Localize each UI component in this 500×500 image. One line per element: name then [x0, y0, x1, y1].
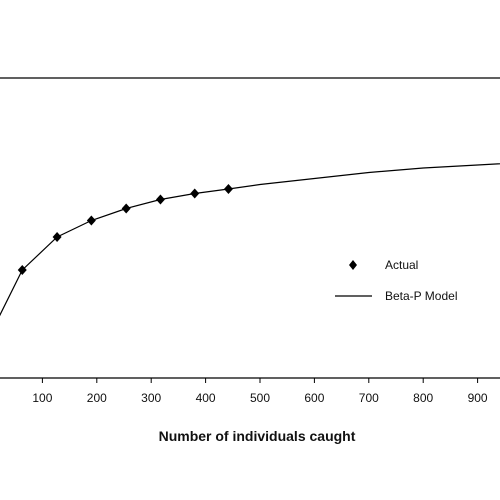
data-point-actual: [155, 194, 165, 205]
data-point-actual: [121, 203, 131, 214]
data-point-actual: [190, 188, 200, 199]
legend: Actual Beta-P Model: [335, 258, 458, 303]
legend-marker-actual: [349, 260, 357, 270]
x-tick-label: 400: [196, 391, 216, 405]
x-tick-label: 700: [359, 391, 379, 405]
series-line-beta-p-model: [0, 163, 500, 317]
x-tick-label: 100: [32, 391, 52, 405]
data-point-actual: [17, 265, 27, 275]
x-tick-label: 300: [141, 391, 161, 405]
series-layer: [0, 163, 500, 317]
data-point-actual: [86, 215, 96, 226]
plot-frame: [0, 77, 500, 379]
legend-label-actual: Actual: [385, 258, 418, 272]
x-tick-label: 600: [304, 391, 324, 405]
x-tick-label: 500: [250, 391, 270, 405]
x-tick-label: 900: [468, 391, 488, 405]
x-ticks: 100 200 300 400 500 600 700 800 900: [32, 378, 488, 405]
data-point-actual: [52, 232, 62, 242]
x-tick-label: 800: [413, 391, 433, 405]
legend-label-model: Beta-P Model: [385, 289, 458, 303]
x-axis-title: Number of individuals caught: [159, 428, 356, 444]
data-point-actual: [223, 184, 233, 194]
x-tick-label: 200: [87, 391, 107, 405]
